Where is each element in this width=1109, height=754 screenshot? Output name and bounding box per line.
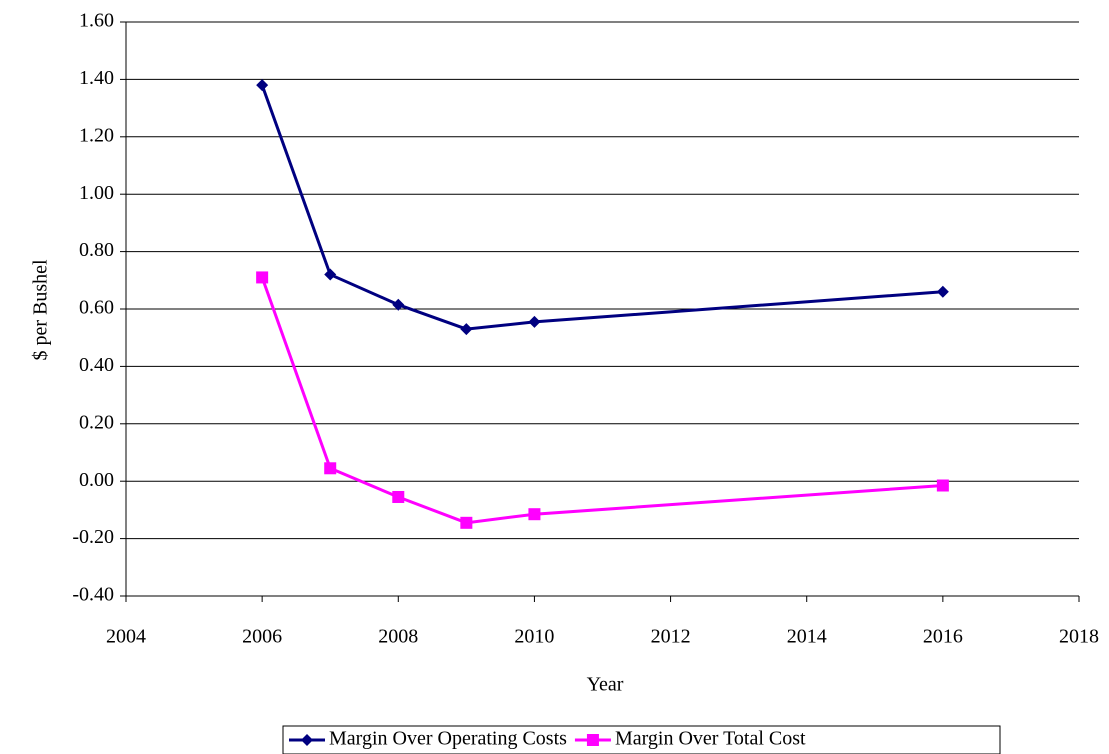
x-tick-label: 2004 <box>106 626 146 648</box>
y-tick-label: 0.00 <box>79 469 114 491</box>
x-tick-label: 2018 <box>1059 626 1099 648</box>
y-tick-label: 1.40 <box>79 67 114 89</box>
y-tick-label: 0.60 <box>79 297 114 319</box>
x-tick-label: 2008 <box>378 626 418 648</box>
data-point <box>392 490 405 503</box>
data-point <box>460 323 473 336</box>
data-point <box>936 285 949 298</box>
data-point <box>936 479 949 492</box>
legend-box <box>282 725 1001 754</box>
x-tick-label: 2012 <box>651 626 691 648</box>
x-tick-label: 2016 <box>923 626 963 648</box>
data-point <box>256 79 269 92</box>
data-point <box>528 508 541 521</box>
y-tick-label: 0.40 <box>79 354 114 376</box>
legend-marker <box>301 734 313 746</box>
y-axis-label: $ per Bushel <box>30 259 52 361</box>
legend-label: Margin Over Total Cost <box>615 728 806 750</box>
y-tick-label: 1.60 <box>79 10 114 32</box>
data-point <box>460 516 473 529</box>
data-point <box>256 271 269 284</box>
y-tick-label: 0.80 <box>79 239 114 261</box>
y-tick-label: -0.40 <box>72 584 114 606</box>
data-point <box>528 315 541 328</box>
series-line <box>260 84 943 331</box>
y-tick-label: 1.00 <box>79 182 114 204</box>
series-line <box>260 276 943 525</box>
x-axis-label: Year <box>587 674 624 696</box>
data-point <box>392 298 405 311</box>
legend-label: Margin Over Operating Costs <box>329 728 567 750</box>
y-tick-label: 1.20 <box>79 124 114 146</box>
x-tick-label: 2010 <box>514 626 554 648</box>
data-point <box>324 462 337 475</box>
x-tick-label: 2006 <box>242 626 282 648</box>
x-tick-label: 2014 <box>787 626 827 648</box>
y-tick-label: -0.20 <box>72 526 114 548</box>
y-tick-label: 0.20 <box>79 411 114 433</box>
legend-marker <box>586 734 599 746</box>
data-point <box>324 268 337 281</box>
